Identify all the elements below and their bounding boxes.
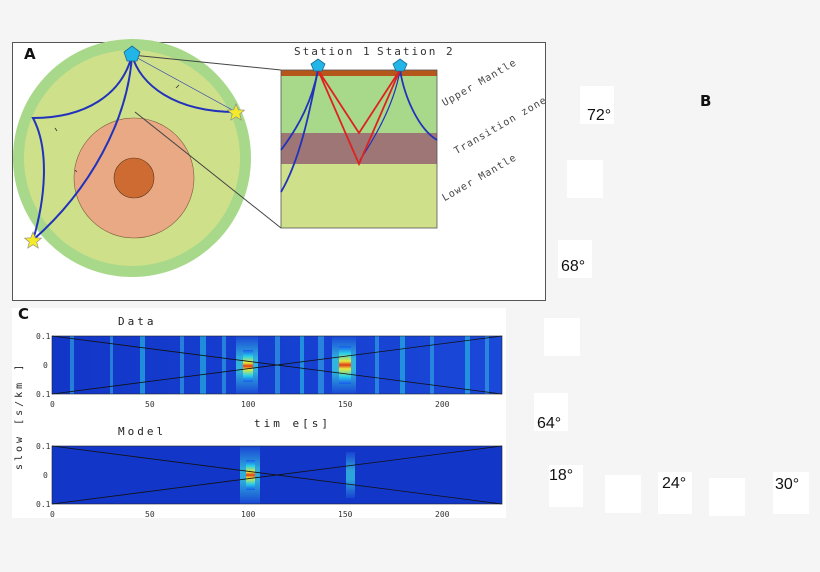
x-tick: 150 — [338, 510, 353, 519]
model-arrival-peak-150s — [346, 452, 355, 498]
lon-label-30: 30° — [775, 476, 800, 493]
y-tick: 0.1 — [36, 500, 51, 509]
zoom-ray-blue-3 — [399, 69, 438, 141]
lon-label-18: 18° — [549, 467, 574, 484]
moveout-line — [51, 445, 503, 505]
ray-chord — [131, 54, 237, 113]
data-plot-noise — [70, 336, 489, 394]
map-tile — [605, 475, 641, 513]
y-tick: 0.1 — [36, 442, 51, 451]
model-arrival-peak-100s — [246, 460, 255, 490]
y-tick: 0.1 — [36, 390, 51, 399]
panel-a-letter: A — [24, 45, 36, 63]
map-tile — [544, 318, 580, 356]
data-arrival-peak-100s — [243, 350, 253, 382]
x-tick: 0 — [50, 510, 55, 519]
reflection-660-ray — [317, 69, 401, 167]
x-tick: 50 — [145, 510, 155, 519]
lat-label-64: 64° — [537, 415, 562, 432]
moveout-line — [51, 335, 503, 395]
ray-path-left — [31, 54, 133, 241]
transition-zone-layer — [281, 133, 437, 164]
x-tick: 200 — [435, 510, 450, 519]
zoom-ray-blue-2 — [280, 69, 319, 151]
x-tick: 0 — [50, 400, 55, 409]
station-2-label: Station 2 — [377, 45, 455, 58]
x-axis-label: tim e[s] — [254, 417, 331, 430]
x-tick: 50 — [145, 400, 155, 409]
earth-inner-core — [113, 157, 155, 199]
data-arrival-peak-150s — [339, 346, 351, 384]
station-1-icon — [310, 58, 326, 72]
model-plot-frame — [51, 445, 503, 505]
map-tile — [534, 393, 568, 431]
y-tick: 0 — [43, 361, 48, 370]
annotation-ticks — [54, 84, 180, 173]
map-tile — [549, 465, 583, 507]
model-plot-title: Model — [118, 425, 167, 438]
x-tick: 200 — [435, 400, 450, 409]
event-star-icon — [226, 103, 246, 121]
y-axis-label: slow [s/km ] — [14, 361, 25, 470]
crust-layer — [281, 70, 437, 76]
panel-c-letter: C — [18, 305, 30, 323]
station-pentagon-icon — [123, 45, 141, 62]
ray-path-deep — [32, 54, 133, 241]
zoom-layer-box — [280, 58, 438, 229]
x-tick: 150 — [338, 400, 353, 409]
event-star-icon — [23, 231, 43, 249]
map-tile — [567, 160, 603, 198]
lat-label-72: 72° — [587, 107, 612, 124]
lower-mantle-layer — [281, 164, 437, 228]
ray-path-right — [131, 54, 237, 113]
zoom-connector-top — [131, 54, 282, 71]
x-tick: 100 — [241, 510, 256, 519]
y-tick: 0 — [43, 471, 48, 480]
map-tile — [709, 478, 745, 516]
zoom-connector-bottom — [134, 111, 282, 229]
data-plot-title: Data — [118, 315, 157, 328]
zoom-ray-blue-4 — [359, 69, 401, 161]
data-plot — [51, 335, 503, 395]
map-tile — [558, 240, 592, 278]
data-plot-frame — [51, 335, 503, 395]
reflection-410-ray — [317, 69, 401, 135]
lat-label-68: 68° — [561, 258, 586, 275]
lon-label-24: 24° — [662, 475, 687, 492]
station-1-label: Station 1 — [294, 45, 372, 58]
map-tile — [773, 472, 809, 514]
y-tick: 0.1 — [36, 332, 51, 341]
map-tile — [658, 472, 692, 514]
x-tick: 100 — [241, 400, 256, 409]
map-tile — [580, 86, 614, 124]
station-2-icon — [392, 58, 408, 72]
panel-b-letter: B — [700, 92, 712, 110]
model-plot — [51, 445, 503, 505]
